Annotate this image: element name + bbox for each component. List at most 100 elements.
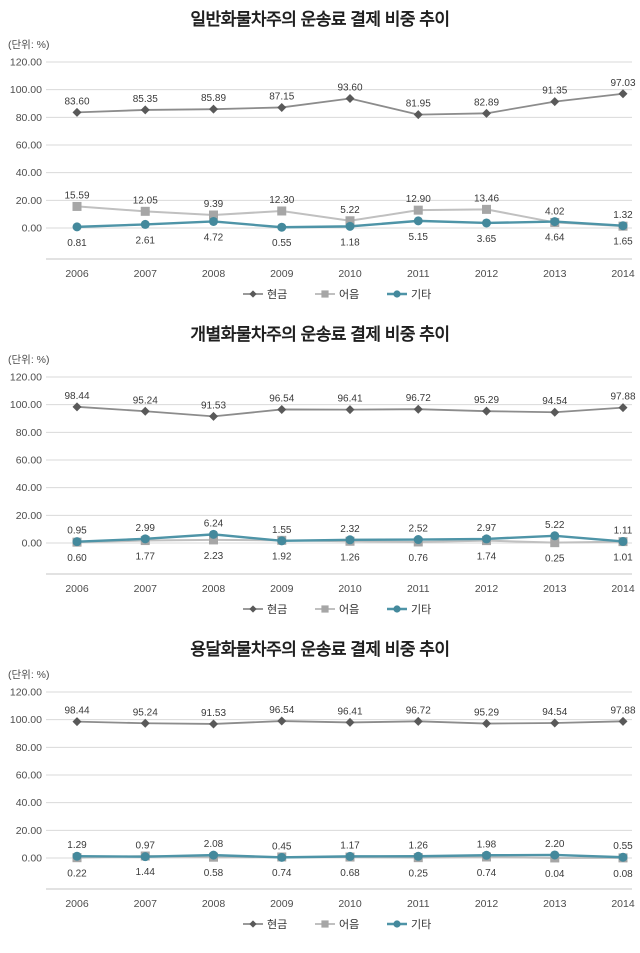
y-tick-label: 120.00	[10, 687, 42, 699]
data-label: 97.03	[610, 78, 635, 89]
data-label: 1.17	[340, 840, 360, 851]
data-label: 0.95	[67, 526, 87, 537]
y-tick-label: 0.00	[22, 538, 43, 550]
chart-title: 용달화물차주의 운송료 결제 비중 추이	[190, 640, 450, 659]
series-labels-other: 1.29 0.97 2.08 0.45 1.17 1.26 1.98 2.20 0.55	[67, 839, 633, 852]
series-marker-other	[482, 218, 491, 228]
series-marker-bill	[140, 206, 150, 216]
series-marker-cash	[209, 104, 218, 114]
data-label: 0.25	[409, 869, 429, 880]
data-label: 5.22	[545, 520, 565, 531]
series-marker-other	[482, 850, 491, 860]
data-label: 2.61	[136, 235, 156, 246]
y-tick-label: 60.00	[16, 770, 42, 782]
data-label: 85.89	[201, 93, 226, 104]
data-label: 1.29	[67, 840, 87, 851]
x-tick-label: 2008	[202, 268, 226, 280]
x-tick-label: 2013	[543, 898, 567, 910]
data-label: 95.29	[474, 395, 499, 406]
legend-item-bill: 어음	[315, 603, 359, 616]
data-label: 13.46	[474, 193, 499, 204]
legend-label-cash: 현금	[267, 918, 287, 931]
y-tick-label: 20.00	[16, 195, 42, 207]
data-label: 1.01	[613, 553, 633, 564]
chart-individual-cargo-plot: 120.00 100.00 80.00 60.00 40.00 20.00 0.00 0.60…	[10, 372, 636, 617]
y-tick-label: 80.00	[16, 112, 42, 124]
data-label: 2.32	[340, 524, 360, 535]
unit-label: (단위: %)	[8, 354, 50, 366]
data-label: 1.26	[409, 840, 429, 851]
gridlines: 120.00 100.00 80.00 60.00 40.00 20.00 0.00	[10, 57, 632, 235]
data-label: 96.72	[406, 705, 431, 716]
series-marker-cash	[209, 719, 218, 729]
x-axis-labels: 2006 2007 2008 2009 2010 2011 2012 2013 2014	[65, 268, 635, 280]
series-marker-cash	[482, 719, 491, 729]
legend-marker-other	[393, 920, 401, 928]
data-label: 82.89	[474, 97, 499, 108]
series-marker-cash	[345, 405, 355, 415]
data-label: 2.20	[545, 839, 565, 850]
x-tick-label: 2011	[407, 268, 430, 280]
x-tick-label: 2006	[65, 583, 89, 595]
x-tick-label: 2012	[475, 898, 499, 910]
x-tick-label: 2011	[407, 898, 430, 910]
series-marker-cash	[345, 94, 355, 104]
series-marker-cash	[72, 717, 82, 727]
series-marker-cash	[277, 716, 287, 726]
data-label: 94.54	[542, 707, 567, 718]
series-marker-other	[140, 219, 150, 229]
series-marker-cash	[482, 406, 491, 416]
data-label: 0.76	[409, 553, 429, 564]
legend: 현금 어음 기타	[243, 288, 431, 301]
data-label: 0.97	[136, 841, 156, 852]
y-tick-label: 60.00	[16, 455, 42, 467]
legend-item-other: 기타	[387, 603, 431, 616]
series-marker-other	[140, 534, 150, 544]
x-tick-label: 2007	[134, 268, 158, 280]
series-labels-cash: 98.44 95.24 91.53 96.54 96.41 96.72 95.29 94.54…	[64, 391, 635, 412]
data-label: 98.44	[64, 706, 89, 717]
data-label: 1.32	[613, 210, 633, 221]
series-marker-cash	[277, 102, 287, 112]
y-tick-label: 120.00	[10, 57, 42, 69]
data-label: 2.52	[409, 524, 429, 535]
x-axis-labels: 2006 2007 2008 2009 2010 2011 2012 2013 2014	[65, 583, 635, 595]
series-marker-cash	[618, 716, 628, 726]
data-label: 5.22	[340, 205, 360, 216]
x-tick-label: 2007	[134, 898, 158, 910]
legend: 현금 어음 기타	[243, 918, 431, 931]
series-labels-cash: 83.60 85.35 85.89 87.15 93.60 81.95 82.89 91.35…	[64, 78, 635, 110]
chart-yongdal-cargo-plot: 120.00 100.00 80.00 60.00 40.00 20.00 0.00 0.22…	[10, 687, 636, 932]
series-marker-other	[618, 852, 628, 862]
legend-item-other: 기타	[387, 918, 431, 931]
legend-marker-bill	[321, 605, 329, 613]
x-tick-label: 2007	[134, 583, 158, 595]
gridlines: 120.00 100.00 80.00 60.00 40.00 20.00 0.00	[10, 687, 632, 865]
series-marker-bill	[209, 535, 218, 545]
legend-label-cash: 현금	[267, 288, 287, 301]
data-label: 1.55	[272, 525, 292, 536]
data-label: 93.60	[337, 83, 362, 94]
x-tick-label: 2013	[543, 583, 567, 595]
legend-marker-cash	[249, 290, 257, 298]
data-label: 0.22	[67, 869, 87, 880]
data-label: 98.44	[64, 391, 89, 402]
series-labels-bill: 0.22 1.44 0.58 0.74 0.68 0.25 0.74 0.04 0.08	[67, 867, 633, 880]
legend-marker-bill	[321, 920, 329, 928]
data-label: 0.74	[272, 868, 292, 879]
data-label: 94.54	[542, 396, 567, 407]
x-tick-label: 2010	[338, 268, 362, 280]
series-marker-other	[413, 851, 423, 861]
y-tick-label: 100.00	[10, 399, 42, 411]
data-label: 96.54	[269, 393, 294, 404]
data-label: 85.35	[133, 94, 158, 105]
data-label: 0.08	[613, 869, 633, 880]
x-tick-label: 2008	[202, 898, 226, 910]
legend-item-other: 기타	[387, 288, 431, 301]
series-marker-other	[413, 535, 423, 545]
data-label: 2.23	[204, 551, 224, 562]
legend-item-cash: 현금	[243, 288, 287, 301]
series-marker-other	[72, 537, 82, 547]
data-label: 1.65	[613, 237, 633, 248]
